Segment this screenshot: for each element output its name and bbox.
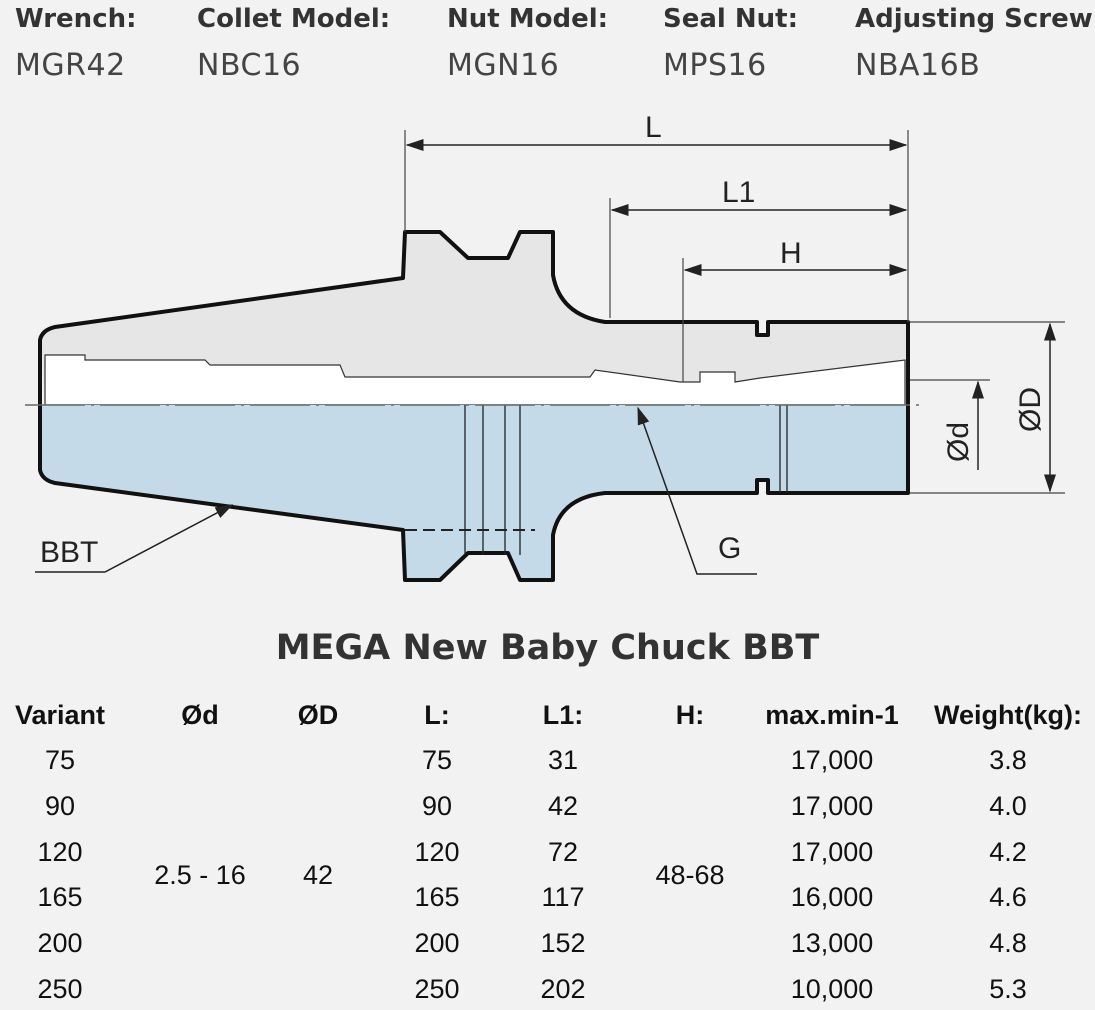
cell-max: 10,000 (790, 974, 874, 1004)
header-od-small: Ød (181, 700, 219, 730)
cell-variant: 75 (44, 745, 76, 775)
label-Od: Ød (942, 422, 975, 462)
header-variant: Variant (14, 700, 106, 730)
cell-weight: 4.6 (989, 882, 1027, 913)
spec-seal-nut: Seal Nut: MPS16 (663, 4, 798, 83)
label-L1: L1 (722, 176, 755, 209)
cell-variant: 165 (37, 882, 83, 913)
label-OD: ØD (1014, 387, 1047, 432)
cell-variant: 120 (37, 836, 83, 867)
spec-label: Collet Model: (197, 4, 391, 34)
cell-weight: 4.2 (989, 836, 1027, 867)
label-H: H (780, 237, 802, 270)
spec-value: MGN16 (447, 48, 560, 83)
header-od-large: ØD (297, 700, 339, 730)
g-leader (637, 406, 757, 575)
cell-l1: 72 (547, 836, 579, 867)
cell-od-large: 42 (302, 860, 334, 890)
cell-weight: 3.8 (989, 745, 1027, 775)
spec-label: Nut Model: (447, 4, 609, 34)
spec-value: MPS16 (663, 48, 767, 83)
cell-od-small: 2.5 - 16 (154, 860, 246, 890)
cell-l: 120 (414, 836, 460, 867)
table-title: MEGA New Baby Chuck BBT (275, 628, 820, 668)
cell-l1: 117 (541, 882, 585, 913)
spec-value: NBC16 (197, 48, 302, 83)
spec-value: NBA16B (855, 48, 981, 83)
cell-max: 16,000 (790, 882, 874, 913)
header-max-rpm: max.min-1 (765, 700, 899, 730)
header-h: H: (675, 700, 705, 730)
cell-h: 48-68 (655, 860, 725, 890)
spec-wrench: Wrench: MGR42 (15, 4, 137, 83)
cell-l: 90 (421, 790, 453, 821)
spec-adjusting-screw: Adjusting Screw: NBA16B (855, 4, 1095, 83)
spec-nut: Nut Model: MGN16 (447, 4, 608, 83)
spec-value: MGR42 (15, 48, 126, 83)
label-G: G (718, 532, 741, 565)
flange-lines (405, 405, 788, 555)
spec-label: Seal Nut: (663, 4, 798, 34)
header-weight: Weight(kg): (934, 700, 1082, 730)
cell-l: 75 (421, 745, 453, 775)
cell-l1: 42 (547, 790, 579, 821)
spec-label: Wrench: (15, 4, 137, 34)
cell-weight: 5.3 (989, 974, 1027, 1004)
cell-variant: 90 (44, 790, 76, 821)
lower-body (40, 405, 908, 580)
outline (38, 230, 910, 582)
cell-l: 200 (414, 928, 460, 959)
chuck-drawing: L L1 H BBT G ØD Ød (25, 111, 1065, 582)
cell-max: 13,000 (790, 928, 874, 959)
label-BBT: BBT (40, 536, 98, 569)
cell-max: 17,000 (790, 836, 874, 867)
cell-max: 17,000 (790, 790, 874, 821)
bore (44, 354, 906, 406)
upper-section (40, 232, 908, 405)
bbt-leader (35, 504, 234, 573)
spec-collet: Collet Model: NBC16 (197, 4, 390, 83)
cell-l1: 31 (547, 745, 579, 775)
cell-variant: 250 (37, 974, 83, 1004)
cell-max: 17,000 (790, 745, 874, 775)
cell-weight: 4.8 (989, 928, 1027, 959)
cell-variant: 200 (37, 928, 83, 959)
spec-label: Adjusting Screw: (855, 4, 1095, 34)
cell-weight: 4.0 (989, 790, 1027, 821)
cell-l: 250 (414, 974, 460, 1004)
cell-l1: 152 (540, 928, 586, 959)
header-l: L: (424, 700, 450, 730)
cell-l1: 202 (540, 974, 586, 1004)
header-l1: L1: (542, 700, 584, 730)
label-L: L (645, 111, 662, 144)
cell-l: 165 (414, 882, 460, 913)
